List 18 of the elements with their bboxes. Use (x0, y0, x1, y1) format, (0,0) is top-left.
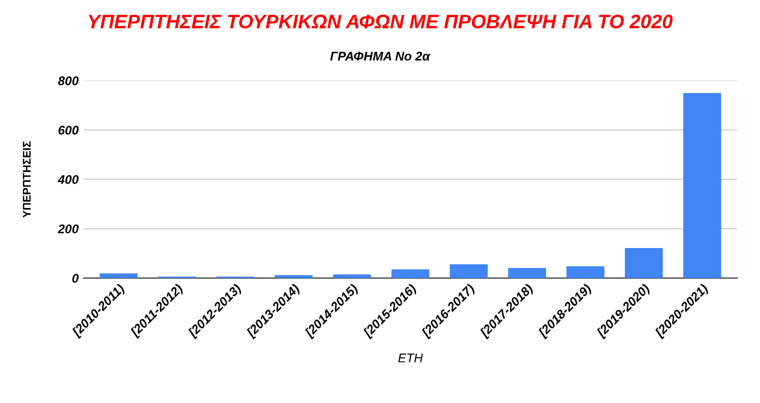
y-axis-title: ΥΠΕΡΠΤΗΣΕΙΣ (22, 141, 31, 218)
y-tick-label: 600 (58, 126, 79, 135)
bar (624, 248, 663, 278)
y-tick-label: 800 (58, 76, 79, 86)
bar (683, 92, 722, 278)
chart-subtitle: ΓΡΑΦΗΜΑ Νο 2α (330, 52, 430, 61)
y-tick-label: 0 (72, 274, 79, 283)
bar (391, 269, 430, 278)
bar (333, 274, 372, 278)
chart-title: ΥΠΕΡΠΤΗΣΕΙΣ ΤΟΥΡΚΙΚΩΝ ΑΦΩΝ ΜΕ ΠΡΟΒΛΕΨΗ ΓΙΑ ΤΟ 2020 (88, 14, 673, 28)
bar (450, 264, 488, 278)
y-tick-label: 200 (58, 224, 79, 234)
bar (274, 275, 313, 278)
y-tick-label: 400 (58, 175, 79, 184)
x-axis-title: ΕΤΗ (398, 354, 423, 362)
bar (566, 266, 604, 278)
bar (100, 273, 138, 278)
bar (508, 268, 546, 278)
